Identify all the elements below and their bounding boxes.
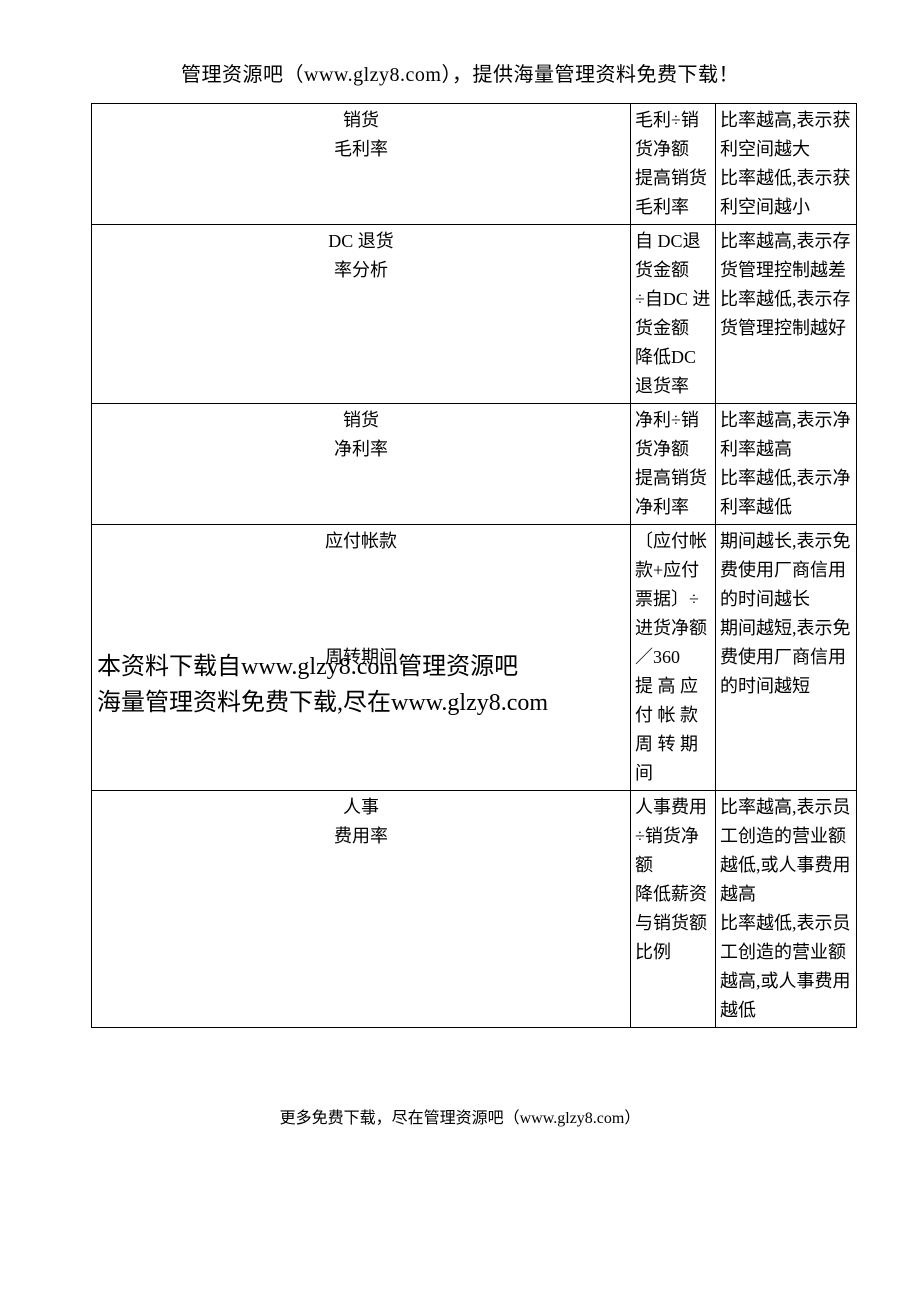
explanation-cell: 期间越长,表示免费使用厂商信用的时间越长期间越短,表示免费使用厂商信用的时间越短 [716,525,857,791]
metric-name: DC 退货率分析 [96,227,626,285]
metric-name: 销货毛利率 [96,106,626,164]
table-row: 人事费用率 人事费用÷销货净额降低薪资与销货额比例比率越高,表示员工创造的营业额越… [92,791,857,1028]
metric-name: 应付帐款周转期间 [96,527,626,672]
formula-cell: 自 DC退货金额÷自DC 进货金额降低DC 退货率 [631,225,716,404]
page: 管理资源吧（www.glzy8.com），提供海量管理资料免费下载！ 销货毛利率… [0,0,920,1128]
page-header: 管理资源吧（www.glzy8.com），提供海量管理资料免费下载！ [0,58,920,87]
explanation-cell: 比率越高,表示净利率越高比率越低,表示净利率越低 [716,404,857,525]
formula-cell: 人事费用÷销货净额降低薪资与销货额比例 [631,791,716,1028]
formula-cell: 毛利÷销货净额提高销货毛利率 [631,104,716,225]
metric-name: 销货净利率 [96,406,626,464]
table-row: DC 退货率分析自 DC退货金额÷自DC 进货金额降低DC 退货率比率越高,表示… [92,225,857,404]
table-row: 应付帐款周转期间〔应付帐款+应付票据〕÷进货净额／360提 高 应 付 帐 款 … [92,525,857,791]
metric-name: 人事费用率 [316,793,406,851]
formula-cell: 净利÷销货净额提高销货净利率 [631,404,716,525]
metric-name-cell: DC 退货率分析 [92,225,631,404]
table-row: 销货毛利率毛利÷销货净额提高销货毛利率比率越高,表示获利空间越大比率越低,表示获… [92,104,857,225]
metrics-table: 销货毛利率毛利÷销货净额提高销货毛利率比率越高,表示获利空间越大比率越低,表示获… [91,103,857,1028]
page-footer: 更多免费下载，尽在管理资源吧（www.glzy8.com） [0,1104,920,1128]
metric-name-cell: 销货毛利率 [92,104,631,225]
table-row: 销货净利率净利÷销货净额提高销货净利率比率越高,表示净利率越高比率越低,表示净利… [92,404,857,525]
metric-name-cell: 人事费用率 [92,791,631,1028]
explanation-cell: 比率越高,表示存货管理控制越差比率越低,表示存货管理控制越好 [716,225,857,404]
metric-name-cell: 应付帐款周转期间 [92,525,631,791]
explanation-cell: 比率越高,表示获利空间越大比率越低,表示获利空间越小 [716,104,857,225]
explanation-cell: 比率越高,表示员工创造的营业额越低,或人事费用越高比率越低,表示员工创造的营业额… [716,791,857,1028]
formula-cell: 〔应付帐款+应付票据〕÷进货净额／360提 高 应 付 帐 款 周 转 期 间 [631,525,716,791]
table-wrap: 销货毛利率毛利÷销货净额提高销货毛利率比率越高,表示获利空间越大比率越低,表示获… [91,103,829,1028]
metric-name-cell: 销货净利率 [92,404,631,525]
